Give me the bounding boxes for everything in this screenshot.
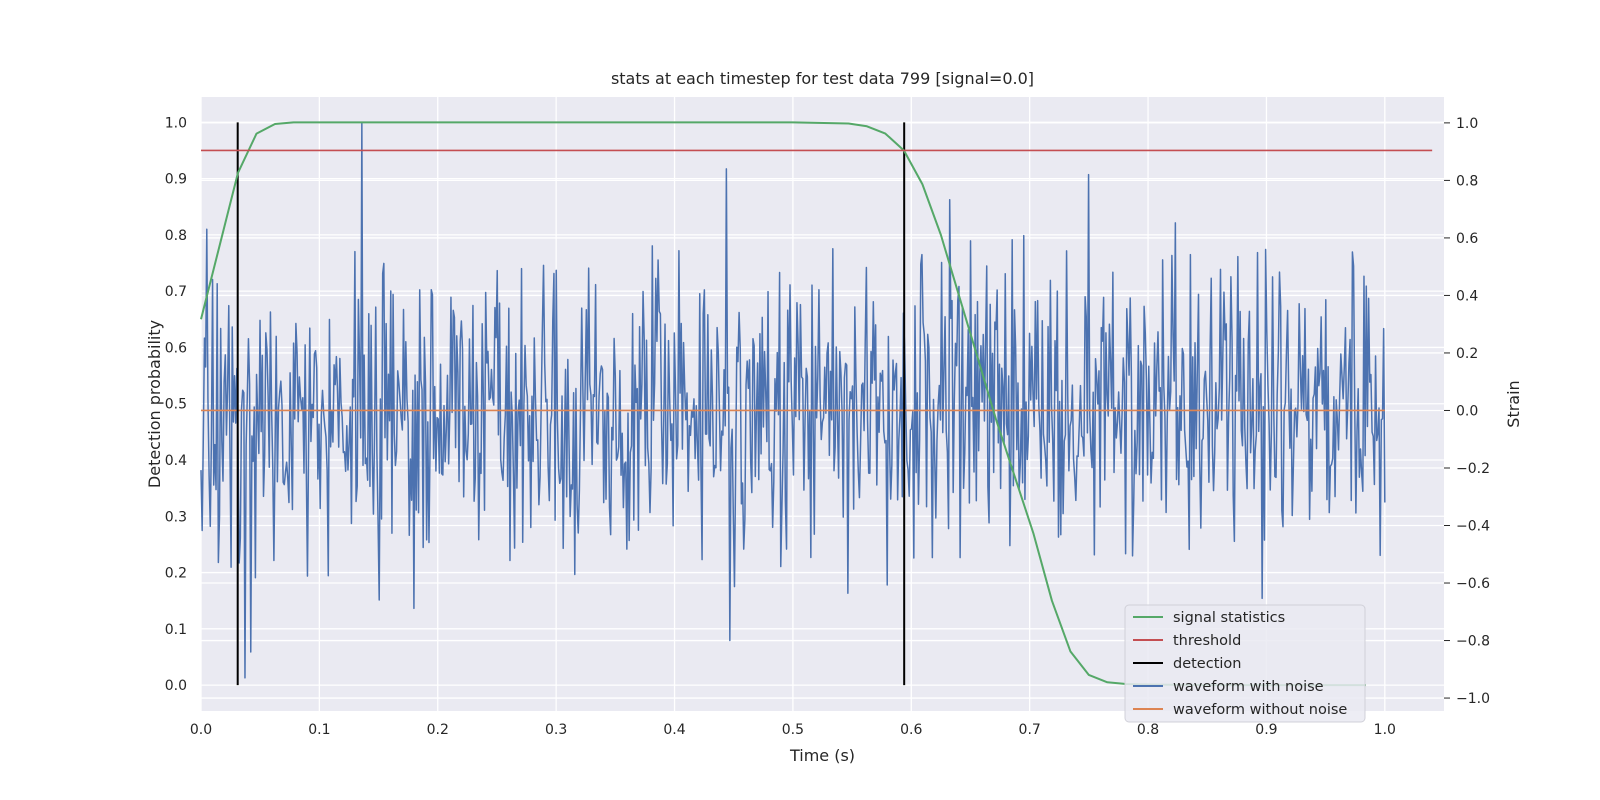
x-tick-label: 0.1	[308, 722, 330, 738]
y-left-tick-label: 0.3	[165, 509, 187, 525]
series-signal-statistics	[200, 121, 1366, 687]
y-right-tick-label: −0.6	[1456, 576, 1490, 592]
legend-label: waveform without noise	[1173, 702, 1347, 718]
x-tick-label: 0.9	[1255, 722, 1277, 738]
legend-label: signal statistics	[1173, 610, 1285, 626]
y-left-tick-label: 0.9	[165, 172, 187, 188]
y-axis-left-label: Detection probability	[145, 320, 164, 488]
legend: signal statistics threshold detection wavef…	[1124, 604, 1366, 723]
y-left-tick-label: 0.4	[165, 453, 187, 469]
y-left-tick-label: 1.0	[165, 115, 187, 131]
x-tick-label: 0.7	[1019, 722, 1041, 738]
x-tick-label: 0.8	[1137, 722, 1159, 738]
detection-layer	[236, 122, 906, 686]
legend-box	[1124, 604, 1366, 723]
legend-label: waveform with noise	[1173, 679, 1324, 695]
x-tick-label: 0.3	[545, 722, 567, 738]
series-waveform-with-noise	[200, 122, 1386, 679]
y-axis-right-label: Strain	[1504, 380, 1523, 427]
x-tick-label: 0.0	[190, 722, 212, 738]
y-left-tick-label: 0.8	[165, 228, 187, 244]
signal-statistics-layer	[200, 121, 1366, 687]
y-right-tick-label: 0.2	[1456, 346, 1478, 362]
y-right-tick-label: −1.0	[1456, 691, 1490, 707]
legend-label: detection	[1173, 656, 1241, 672]
y-left-tick-label: 0.5	[165, 397, 187, 413]
y-right-tick-label: −0.2	[1456, 461, 1490, 477]
y-right-tick-label: 1.0	[1456, 116, 1478, 132]
y-right-tick-label: 0.8	[1456, 173, 1478, 189]
y-left-tick-label: 0.7	[165, 284, 187, 300]
y-left-tick-label: 0.6	[165, 340, 187, 356]
y-right-tick-label: −0.4	[1456, 519, 1490, 535]
y-left-tick-label: 0.2	[165, 566, 187, 582]
x-tick-label: 0.4	[663, 722, 685, 738]
x-tick-label: 0.2	[427, 722, 449, 738]
x-tick-label: 1.0	[1374, 722, 1396, 738]
y-right-tick-label: 0.6	[1456, 231, 1478, 247]
x-axis-label: Time (s)	[789, 746, 855, 765]
legend-items: signal statistics threshold detection wavef…	[1133, 610, 1347, 718]
y-right-tick-label: −0.8	[1456, 634, 1490, 650]
axis-ticks: 0.0 0.1 0.2 0.3 0.4 0.5 0.6 0.7 0.8 0.9 1.0 0.0 0.1 0…	[165, 115, 1490, 738]
chart-title: stats at each timestep for test data 799…	[611, 69, 1034, 88]
x-tick-label: 0.5	[782, 722, 804, 738]
legend-label: threshold	[1173, 633, 1241, 649]
noisy-waveform-layer	[200, 122, 1386, 679]
y-left-tick-label: 0.0	[165, 678, 187, 694]
y-right-tick-label: 0.4	[1456, 288, 1478, 304]
y-right-tick-label: 0.0	[1456, 403, 1478, 419]
x-tick-label: 0.6	[900, 722, 922, 738]
y-left-tick-label: 0.1	[165, 622, 187, 638]
